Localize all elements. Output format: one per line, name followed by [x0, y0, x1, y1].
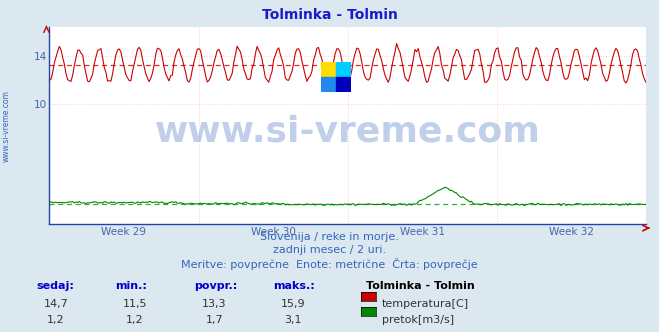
Text: 11,5: 11,5: [123, 299, 148, 309]
Text: zadnji mesec / 2 uri.: zadnji mesec / 2 uri.: [273, 245, 386, 255]
Text: temperatura[C]: temperatura[C]: [382, 299, 469, 309]
Text: min.:: min.:: [115, 281, 147, 290]
Text: 15,9: 15,9: [281, 299, 306, 309]
Text: 1,7: 1,7: [206, 315, 223, 325]
Bar: [321, 77, 335, 92]
Bar: [321, 62, 335, 77]
Text: www.si-vreme.com: www.si-vreme.com: [155, 114, 540, 148]
Bar: [335, 62, 351, 77]
Bar: [335, 77, 351, 92]
Text: www.si-vreme.com: www.si-vreme.com: [2, 90, 11, 162]
Text: Tolminka - Tolmin: Tolminka - Tolmin: [262, 8, 397, 22]
Text: Meritve: povprečne  Enote: metrične  Črta: povprečje: Meritve: povprečne Enote: metrične Črta:…: [181, 258, 478, 270]
Text: pretok[m3/s]: pretok[m3/s]: [382, 315, 454, 325]
Text: 3,1: 3,1: [285, 315, 302, 325]
Text: Slovenija / reke in morje.: Slovenija / reke in morje.: [260, 232, 399, 242]
Text: povpr.:: povpr.:: [194, 281, 238, 290]
Text: 1,2: 1,2: [47, 315, 65, 325]
Text: maks.:: maks.:: [273, 281, 315, 290]
Text: 1,2: 1,2: [127, 315, 144, 325]
Text: sedaj:: sedaj:: [36, 281, 74, 290]
Text: Tolminka - Tolmin: Tolminka - Tolmin: [366, 281, 474, 290]
Text: 14,7: 14,7: [43, 299, 69, 309]
Text: 13,3: 13,3: [202, 299, 227, 309]
